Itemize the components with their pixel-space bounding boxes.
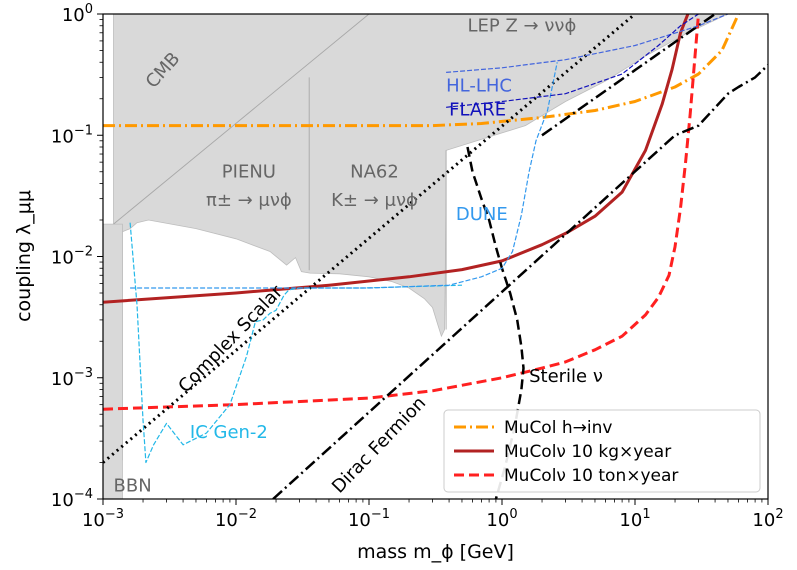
x-tick-label: 10−3 — [82, 507, 124, 531]
y-axis-label: coupling λ_μμ — [13, 190, 35, 322]
legend-label: MuCol h→inv — [504, 418, 612, 438]
series-dune — [130, 62, 558, 289]
series-sterile — [466, 146, 525, 499]
y-tick-label: 10−1 — [51, 123, 93, 147]
series-ic-gen-2 — [129, 222, 463, 464]
x-tick-label: 101 — [619, 507, 650, 531]
series-flare — [446, 14, 699, 108]
label-dune: DUNE — [456, 204, 508, 225]
y-tick-label: 10−2 — [51, 245, 93, 269]
series-mucol-10-ton-year — [103, 14, 700, 411]
series-dirac-fermion — [272, 64, 768, 499]
series-hl-lhc — [446, 14, 729, 73]
label-bbn: BBN — [114, 476, 152, 497]
y-tick-label: 10−3 — [51, 366, 93, 390]
x-tick-label: 100 — [486, 507, 517, 531]
label-pienu-proc: π± → μνϕ — [206, 190, 292, 211]
label-pienu: PIENU — [222, 161, 276, 182]
series-lines — [103, 14, 768, 499]
series-complex-scalar — [103, 14, 636, 464]
label-lep: LEP Z → ννϕ — [468, 15, 577, 36]
x-tick-label: 10−2 — [215, 507, 257, 531]
x-tick-label: 102 — [752, 507, 783, 531]
legend-label: MuColν 10 ton×year — [504, 466, 678, 486]
label-flare: FLARE — [449, 100, 506, 121]
region-boundaries — [113, 14, 447, 330]
x-tick-label: 10−1 — [348, 507, 390, 531]
legend-label: MuColν 10 kg×year — [504, 442, 671, 462]
legend: MuCol h→inv MuColν 10 kg×year MuColν 10 to… — [443, 409, 761, 493]
region-bbn — [103, 223, 123, 499]
label-hl-lhc: HL-LHC — [446, 75, 512, 96]
label-na62-proc: K± → μνϕ — [331, 190, 418, 211]
legend-box — [443, 409, 761, 493]
series-mucol-h-inv — [103, 14, 740, 128]
series-dirac-fermion-upper — [541, 14, 716, 137]
y-tick-label: 10−4 — [51, 487, 93, 511]
series-mucol-10-kg-year — [103, 14, 690, 304]
label-sterile-nu: Sterile ν — [529, 366, 603, 387]
y-tick-label: 100 — [62, 2, 93, 26]
label-ic-gen2: IC Gen-2 — [190, 422, 268, 443]
label-na62: NA62 — [350, 161, 399, 182]
x-axis-label: mass m_ϕ [GeV] — [357, 541, 514, 563]
boundary-cmb-boundary — [113, 14, 370, 225]
